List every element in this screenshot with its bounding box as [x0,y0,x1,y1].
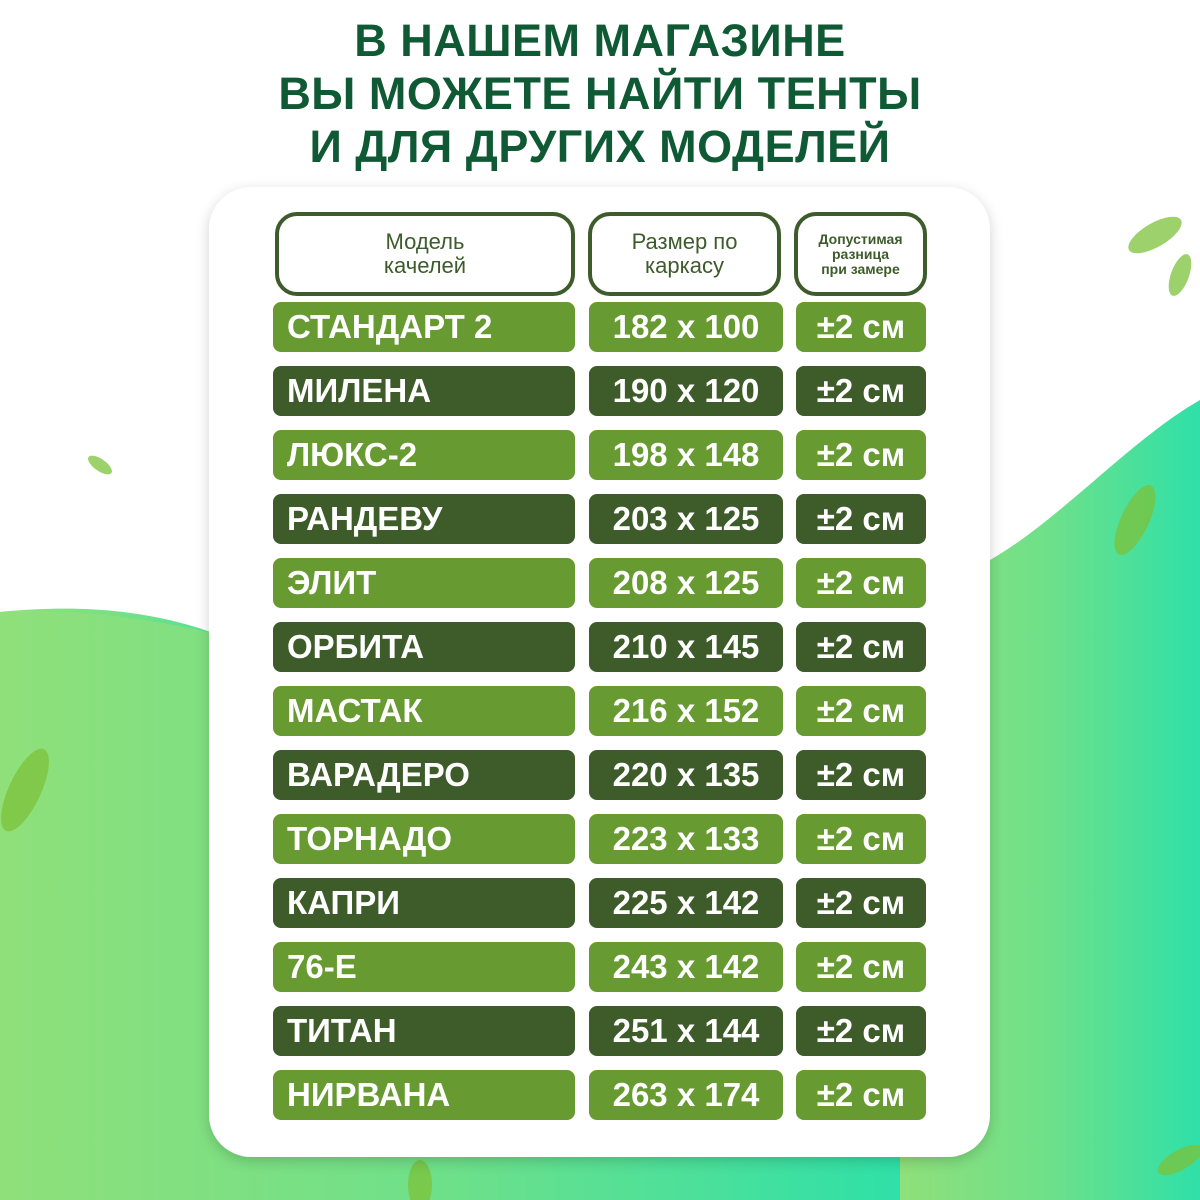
header-text: Допустимая [818,230,903,247]
tolerance-cell: ±2 см [796,814,926,864]
size-cell: 203 x 125 [589,494,783,544]
model-cell: МАСТАК [273,686,575,736]
header-text: при замере [821,260,900,277]
size-cell: 220 x 135 [589,750,783,800]
page-title: В НАШЕМ МАГАЗИНЕ ВЫ МОЖЕТЕ НАЙТИ ТЕНТЫ И… [0,14,1200,173]
tolerance-cell: ±2 см [796,430,926,480]
model-cell: СТАНДАРТ 2 [273,302,575,352]
model-cell: НИРВАНА [273,1070,575,1120]
model-cell: ВАРАДЕРО [273,750,575,800]
model-cell: ЭЛИТ [273,558,575,608]
size-cell: 190 x 120 [589,366,783,416]
size-cell: 208 x 125 [589,558,783,608]
model-cell: ЛЮКС-2 [273,430,575,480]
tolerance-cell: ±2 см [796,366,926,416]
header-text: качелей [383,253,467,278]
size-cell: 243 x 142 [589,942,783,992]
size-cell: 223 x 133 [589,814,783,864]
tolerance-cell: ±2 см [796,622,926,672]
tolerance-cell: ±2 см [796,686,926,736]
model-cell: КАПРИ [273,878,575,928]
title-line: И ДЛЯ ДРУГИХ МОДЕЛЕЙ [309,121,891,172]
tolerance-cell: ±2 см [796,302,926,352]
size-cell: 198 x 148 [589,430,783,480]
size-cell: 182 x 100 [589,302,783,352]
header-model: Модель качелей [275,212,575,296]
leaf-icons [1,216,1200,1200]
model-cell: ТОРНАДО [273,814,575,864]
size-cell: 251 x 144 [589,1006,783,1056]
tolerance-cell: ±2 см [796,1070,926,1120]
model-cell: ТИТАН [273,1006,575,1056]
tolerance-cell: ±2 см [796,750,926,800]
header-tolerance: Допустимая разница при замере [794,212,927,296]
title-line: ВЫ МОЖЕТЕ НАЙТИ ТЕНТЫ [278,68,922,119]
header-size: Размер по каркасу [588,212,781,296]
size-cell: 216 x 152 [589,686,783,736]
tolerance-cell: ±2 см [796,494,926,544]
tolerance-cell: ±2 см [796,558,926,608]
size-cell: 263 x 174 [589,1070,783,1120]
tolerance-cell: ±2 см [796,878,926,928]
header-text: каркасу [645,253,724,278]
size-cell: 210 x 145 [589,622,783,672]
model-cell: 76-Е [273,942,575,992]
model-cell: ОРБИТА [273,622,575,672]
title-line: В НАШЕМ МАГАЗИНЕ [354,15,846,66]
tolerance-cell: ±2 см [796,942,926,992]
model-cell: РАНДЕВУ [273,494,575,544]
header-text: Размер по [631,229,738,254]
header-text: Модель [385,229,465,254]
model-cell: МИЛЕНА [273,366,575,416]
header-text: разница [831,245,890,262]
size-cell: 225 x 142 [589,878,783,928]
tolerance-cell: ±2 см [796,1006,926,1056]
